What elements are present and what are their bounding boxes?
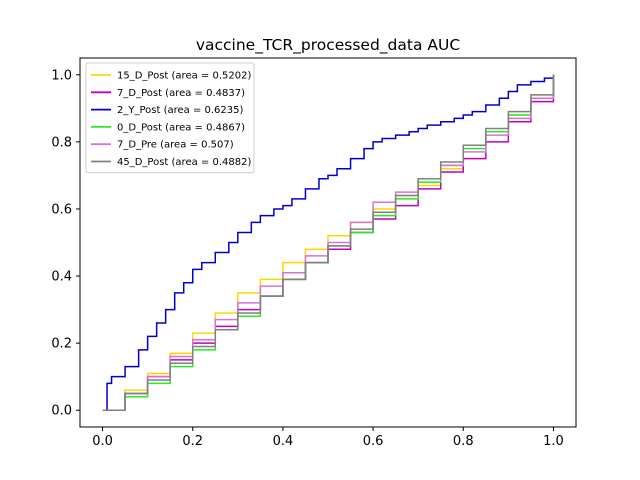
y-tick-label: 1.0 <box>51 68 72 83</box>
x-tick-label: 0.8 <box>453 434 474 449</box>
y-tick-label: 0.4 <box>51 270 72 285</box>
legend-label-5: 45_D_Post (area = 0.4882) <box>117 157 251 168</box>
legend-label-0: 15_D_Post (area = 0.5202) <box>117 71 251 82</box>
x-tick-label: 0.4 <box>273 434 294 449</box>
chart-title: vaccine_TCR_processed_data AUC <box>196 36 460 55</box>
x-tick-label: 0.6 <box>363 434 384 449</box>
x-tick-label: 0.2 <box>182 434 203 449</box>
y-tick-label: 0.2 <box>51 337 72 352</box>
series-line-5 <box>102 74 555 411</box>
series-line-2 <box>102 74 555 411</box>
series-line-4 <box>102 74 555 411</box>
legend-label-4: 7_D_Pre (area = 0.507) <box>117 140 234 151</box>
x-tick-label: 0.0 <box>92 434 113 449</box>
legend-label-1: 7_D_Post (area = 0.4837) <box>117 88 245 99</box>
x-tick-label: 1.0 <box>543 434 564 449</box>
axes-frame <box>79 57 577 428</box>
y-tick-label: 0.6 <box>51 202 72 217</box>
legend-label-3: 0_D_Post (area = 0.4867) <box>117 122 245 133</box>
y-tick-label: 0.8 <box>51 135 72 150</box>
y-tick-label: 0.0 <box>51 404 72 419</box>
legend-box <box>85 62 255 174</box>
plot-area: 0.0 0.2 0.4 0.6 0.8 1.0 0.0 0.2 0.4 0.6 0.8 1.0 15_D… <box>51 57 577 449</box>
legend-label-2: 2_Y_Post (area = 0.6235) <box>117 105 244 116</box>
